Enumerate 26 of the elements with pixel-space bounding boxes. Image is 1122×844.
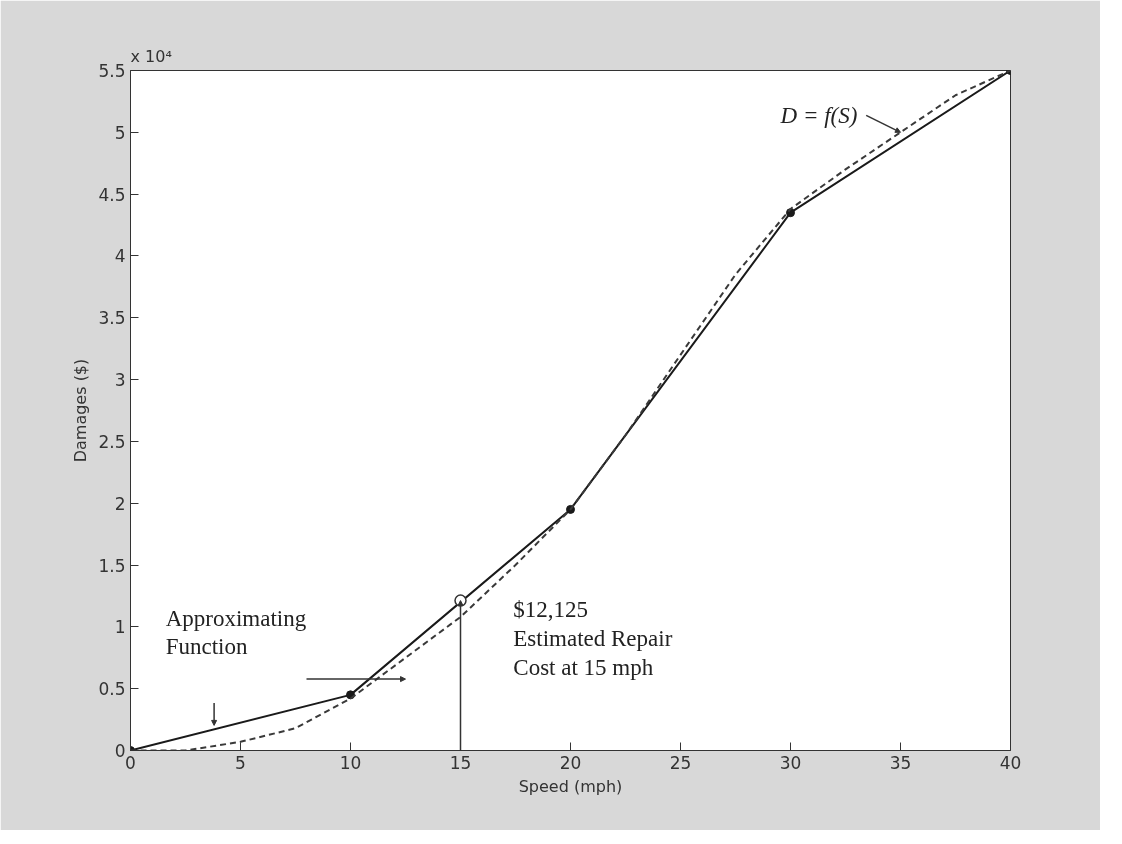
x-tick-label: 30 xyxy=(779,752,802,773)
y-tick-label: 1 xyxy=(114,617,126,638)
y-tick-label: 1.5 xyxy=(98,555,126,576)
x-tick-label: 10 xyxy=(339,752,362,773)
x-tick-label: 20 xyxy=(559,752,582,773)
x-tick-label: 15 xyxy=(449,752,472,773)
y-axis-title: Damages ($) xyxy=(71,358,91,463)
y-tick-label: 4 xyxy=(114,246,126,267)
line-series xyxy=(130,70,1011,751)
x-tick-label: 40 xyxy=(999,752,1022,773)
y-tick-label: 0.5 xyxy=(98,679,126,700)
y-tick-label: 5 xyxy=(114,122,126,143)
legend-label: D = f(S) xyxy=(779,102,858,128)
x-axis-title: Speed (mph) xyxy=(518,776,623,796)
series-label: Approximating Function xyxy=(165,606,307,659)
x-tick-label: 5 xyxy=(235,752,246,773)
y-tick-label: 3.5 xyxy=(98,308,126,329)
y-tick-label: 3 xyxy=(114,370,126,391)
y-tick-label: 2.5 xyxy=(98,431,126,452)
y-tick-label: 2 xyxy=(114,493,126,514)
x-tick-label: 25 xyxy=(669,752,692,773)
y-tick-label: 5.5 xyxy=(98,61,126,81)
annotation: $12,125 Estimated Repair Cost at 15 mph xyxy=(513,597,673,680)
x-tick-label: 35 xyxy=(889,752,912,773)
text: x 10⁴ xyxy=(130,46,172,66)
y-tick-label: 4.5 xyxy=(98,184,126,205)
